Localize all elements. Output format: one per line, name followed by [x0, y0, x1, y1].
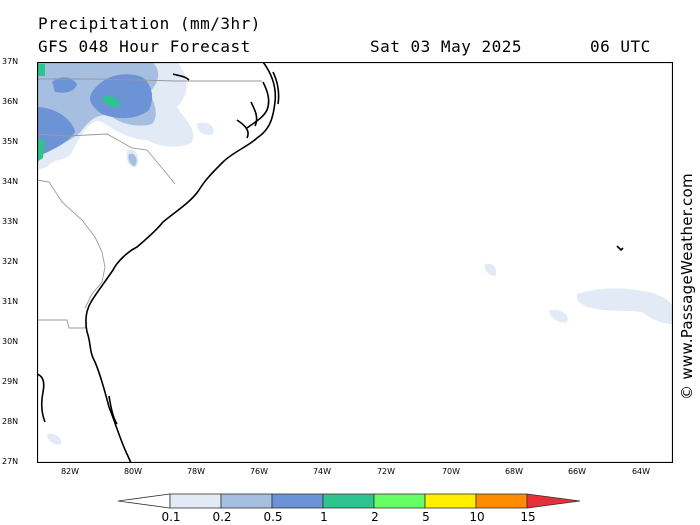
legend-bin-above [526, 493, 581, 509]
legend-bin [424, 493, 477, 509]
lat-label: 34N [2, 177, 19, 186]
lon-label: 74W [312, 467, 332, 476]
legend-label: 10 [469, 510, 485, 524]
lat-label: 32N [2, 257, 19, 266]
legend-label: 0.2 [212, 510, 232, 524]
lon-label: 64W [631, 467, 651, 476]
forecast-time: 06 UTC [590, 37, 651, 56]
legend-label: 1 [320, 510, 328, 524]
lat-label: 36N [2, 97, 19, 106]
lat-label: 31N [2, 297, 19, 306]
legend-bin [220, 493, 273, 509]
legend-bin-below [118, 493, 171, 509]
forecast-subtitle: GFS 048 Hour Forecast [38, 37, 251, 56]
legend-label: 15 [520, 510, 536, 524]
lon-label: 68W [504, 467, 524, 476]
lon-label: 82W [60, 467, 80, 476]
legend-bin [322, 493, 375, 509]
lat-label: 35N [2, 137, 19, 146]
forecast-date: Sat 03 May 2025 [370, 37, 522, 56]
lat-label: 27N [2, 457, 19, 466]
legend-label: 0.5 [263, 510, 283, 524]
lon-label: 76W [249, 467, 269, 476]
map-panel [37, 62, 673, 463]
lat-label: 30N [2, 337, 19, 346]
lat-label: 28N [2, 417, 19, 426]
lon-label: 80W [123, 467, 143, 476]
lon-label: 66W [567, 467, 587, 476]
lon-label: 78W [186, 467, 206, 476]
legend-bin [271, 493, 324, 509]
lat-label: 37N [2, 57, 19, 66]
lon-label: 70W [441, 467, 461, 476]
legend-bin [373, 493, 426, 509]
lat-label: 29N [2, 377, 19, 386]
precip-field [37, 62, 673, 445]
coastline [37, 62, 624, 463]
lat-label: 33N [2, 217, 19, 226]
legend-label: 0.1 [161, 510, 181, 524]
map-frame [37, 62, 673, 463]
map-title: Precipitation (mm/3hr) [38, 14, 261, 33]
precipitation-map [37, 62, 673, 463]
legend-label: 2 [371, 510, 379, 524]
legend-bin [475, 493, 528, 509]
watermark: © www.PassageWeather.com [678, 173, 696, 400]
lon-label: 72W [376, 467, 396, 476]
legend-bin [169, 493, 222, 509]
legend-label: 5 [422, 510, 430, 524]
precip-color-scale [118, 493, 581, 509]
